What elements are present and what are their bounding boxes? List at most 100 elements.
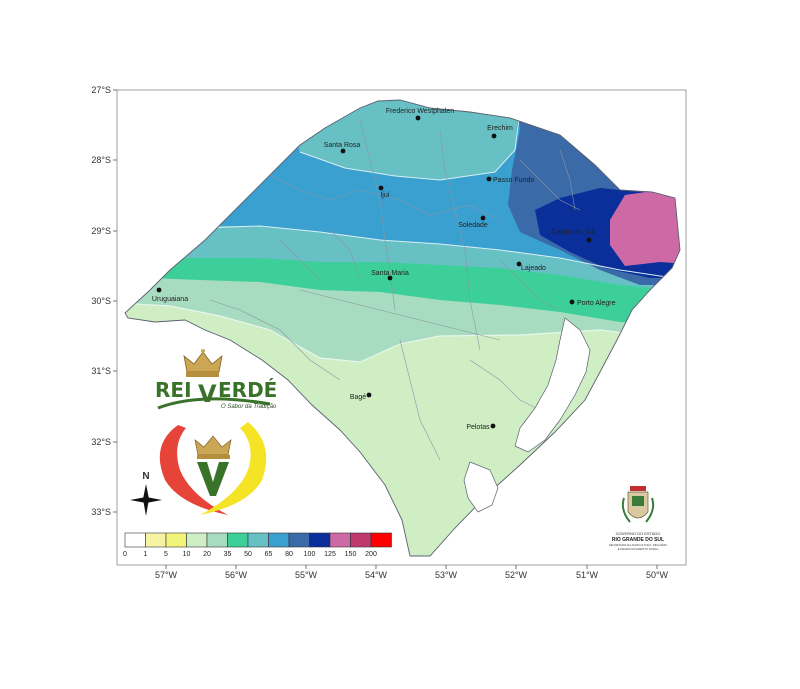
legend-label: 50: [244, 551, 252, 558]
brand-swoosh: [157, 397, 271, 410]
lon-tick-label: 56°W: [225, 570, 248, 580]
legend-swatch: [227, 532, 249, 548]
lat-tick-label: 31°S: [91, 366, 111, 376]
city-dot-icon: [491, 133, 497, 139]
yellow-ribbon: [200, 422, 267, 515]
north-label: N: [142, 471, 149, 482]
legend-swatch: [370, 532, 392, 548]
city-dot-icon: [486, 176, 492, 182]
seal-line3: SECRETARIA DA AGRICULTURA, PECUÁRIA: [609, 543, 667, 547]
city-dot-icon: [378, 185, 384, 191]
government-seal: GOVERNO DO ESTADO RIO GRANDE DO SUL SECR…: [609, 486, 667, 551]
legend-swatch: [206, 532, 228, 548]
band-150: [610, 190, 680, 266]
region-boundaries: [209, 119, 581, 461]
city-dot-icon: [366, 392, 372, 398]
legend-swatch: [165, 532, 187, 548]
legend-swatch: [247, 532, 269, 548]
seal-line2: RIO GRANDE DO SUL: [612, 537, 664, 543]
v-mark-icon: [197, 462, 229, 496]
lon-tick-label: 55°W: [295, 570, 318, 580]
city-label: Santa Maria: [371, 270, 409, 277]
brand-tagline: O Sabor da Tradição: [221, 404, 277, 410]
city-dot-icon: [516, 261, 522, 267]
city-dot-icon: [415, 115, 421, 121]
brand-v: V: [198, 380, 217, 408]
compass-cross-icon: [130, 497, 162, 503]
legend-label: 20: [203, 551, 211, 558]
lon-tick-label: 54°W: [365, 570, 388, 580]
legend-label: 150: [345, 551, 357, 558]
lon-tick-label: 51°W: [576, 570, 599, 580]
legend-label: 65: [265, 551, 273, 558]
lat-tick-label: 33°S: [91, 507, 111, 517]
legend-swatch: [350, 532, 372, 548]
city-label: Frederico Westphalen: [386, 108, 454, 115]
city-dot-icon: [340, 148, 346, 154]
longitude-ticks: 57°W 56°W 55°W 54°W 53°W 52°W 51°W 50°W: [155, 565, 669, 580]
contour-line: [125, 225, 680, 283]
legend-swatch: [186, 532, 208, 548]
reiverde-logo: REI V ERDÉ O Sabor da Tradição: [155, 349, 277, 515]
latitude-ticks: 27°S 28°S 29°S 30°S 31°S 32°S 33°S: [91, 85, 117, 517]
legend-swatch: [329, 532, 351, 548]
legend-label: 10: [183, 551, 191, 558]
lagoa-dos-patos: [514, 317, 591, 453]
legend-label: 0: [123, 551, 127, 558]
legend-swatch: [288, 532, 310, 548]
red-ribbon: [159, 425, 228, 515]
brand-text-left: REI: [155, 378, 192, 402]
city-label: Soledade: [458, 222, 488, 229]
city-label: Santa Rosa: [324, 142, 361, 149]
legend-label: 100: [304, 551, 316, 558]
legend-label: 5: [164, 551, 168, 558]
city-label: Caxias do Sul: [551, 229, 595, 236]
state-coat-of-arms-icon: [621, 486, 655, 523]
city-label: Bagé: [350, 394, 366, 401]
lagoa-mirim: [463, 461, 499, 513]
legend-swatch: [268, 532, 290, 548]
lon-tick-label: 57°W: [155, 570, 178, 580]
north-arrow: N: [130, 471, 162, 516]
city-dot-icon: [586, 237, 592, 243]
city-label: Lajeado: [521, 265, 546, 272]
city-dot-icon: [490, 423, 496, 429]
city-label: Erechim: [487, 125, 513, 132]
city-label: Uruguaiana: [152, 296, 188, 303]
city-label: Ijuí: [380, 192, 389, 199]
seal-line1: GOVERNO DO ESTADO: [616, 531, 661, 536]
city-label: Passo Fundo: [493, 177, 534, 184]
city-markers: Frederico Westphalen Erechim Santa Rosa Iju…: [152, 108, 616, 431]
city-label: Pelotas: [466, 424, 490, 431]
legend-label: 35: [224, 551, 232, 558]
legend-swatch: [309, 532, 331, 548]
legend-label: 80: [285, 551, 293, 558]
legend-swatch: [145, 532, 167, 548]
crown-icon: [183, 349, 223, 377]
lon-tick-label: 52°W: [505, 570, 528, 580]
band-65-north: [280, 100, 680, 180]
contour-line: [299, 109, 521, 181]
legend-label: 200: [365, 551, 377, 558]
lon-tick-label: 50°W: [646, 570, 669, 580]
lat-tick-label: 32°S: [91, 437, 111, 447]
state-outline: [124, 99, 681, 557]
lat-tick-label: 28°S: [91, 155, 111, 165]
city-dot-icon: [156, 287, 162, 293]
legend-label: 125: [324, 551, 336, 558]
city-dot-icon: [480, 215, 486, 221]
lat-tick-label: 29°S: [91, 226, 111, 236]
legend-label: 1: [144, 551, 148, 558]
lat-tick-label: 27°S: [91, 85, 111, 95]
lon-tick-label: 53°W: [435, 570, 458, 580]
legend-bar: 0 1 5 10 20 35 50 65 80 100 125 150 200: [123, 532, 392, 558]
contour-line: [125, 301, 680, 363]
legend-swatch: [124, 532, 146, 548]
city-dot-icon: [569, 299, 575, 305]
city-dot-icon: [387, 275, 393, 281]
map-frame: [116, 89, 687, 566]
seal-line4: E DESENVOLVIMENTO RURAL: [618, 547, 659, 551]
crown-small-icon: [194, 435, 232, 459]
lat-tick-label: 30°S: [91, 296, 111, 306]
